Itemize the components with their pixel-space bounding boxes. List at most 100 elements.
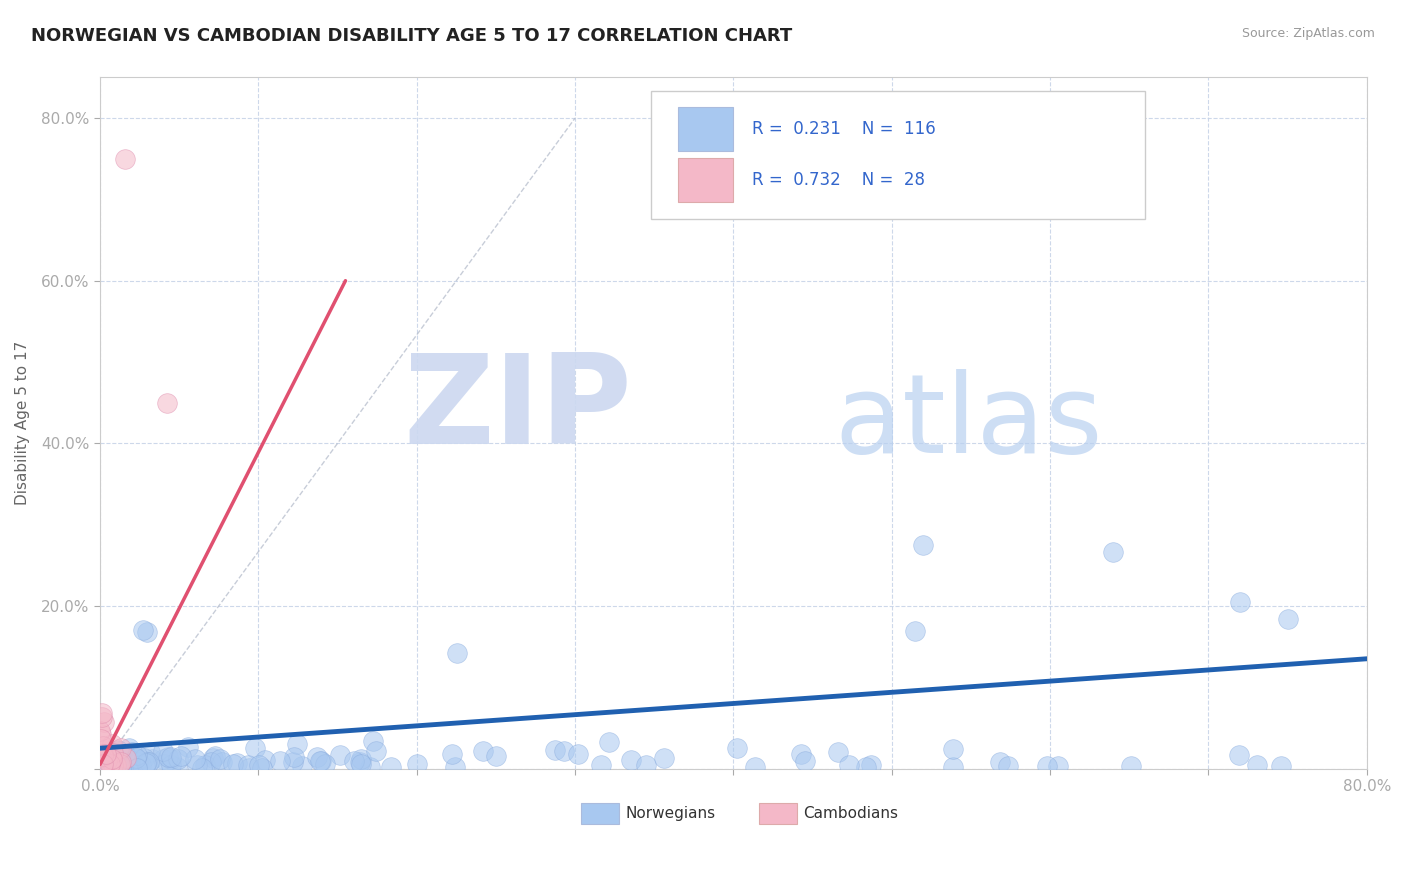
Point — [725, 741, 748, 756]
Point — [329, 747, 352, 762]
Point — [98, 757, 121, 772]
Point — [184, 752, 207, 766]
Point — [314, 757, 336, 772]
Point — [1046, 759, 1069, 773]
Point — [96, 760, 118, 774]
Point — [110, 741, 132, 756]
Point — [110, 757, 132, 772]
Point — [125, 747, 148, 762]
Point — [98, 757, 121, 772]
Point — [307, 750, 329, 764]
Point — [111, 761, 134, 775]
Point — [121, 745, 143, 759]
Point — [96, 754, 118, 768]
Point — [838, 758, 860, 772]
Point — [790, 747, 813, 762]
Text: Cambodians: Cambodians — [803, 806, 898, 821]
Point — [127, 752, 149, 766]
Point — [118, 756, 141, 771]
Point — [134, 750, 156, 764]
Point — [543, 743, 565, 757]
Point — [855, 759, 877, 773]
Point — [485, 748, 508, 763]
Point — [254, 753, 277, 767]
Point — [591, 758, 613, 772]
Point — [155, 395, 177, 409]
Text: Source: ZipAtlas.com: Source: ZipAtlas.com — [1241, 27, 1375, 40]
Point — [94, 747, 117, 761]
Point — [472, 744, 495, 758]
Point — [115, 751, 138, 765]
Point — [159, 752, 181, 766]
Point — [91, 747, 114, 762]
Point — [269, 754, 291, 768]
Point — [132, 623, 155, 637]
Point — [308, 754, 330, 768]
Point — [107, 744, 129, 758]
Bar — [759, 803, 797, 824]
Point — [103, 750, 125, 764]
Point — [139, 745, 162, 759]
Point — [620, 753, 643, 767]
Point — [152, 752, 174, 766]
Point — [104, 756, 127, 771]
Point — [91, 706, 114, 720]
Point — [942, 760, 965, 774]
Point — [114, 152, 136, 166]
Point — [794, 755, 817, 769]
Point — [359, 760, 381, 774]
Point — [238, 761, 260, 775]
Point — [567, 747, 589, 761]
Point — [406, 756, 429, 771]
Point — [988, 755, 1011, 769]
Point — [160, 750, 183, 764]
Point — [91, 757, 114, 772]
Point — [160, 757, 183, 772]
Point — [200, 756, 222, 770]
Point — [652, 751, 675, 765]
Point — [136, 755, 159, 769]
Point — [166, 760, 188, 774]
Point — [152, 744, 174, 758]
Point — [100, 754, 122, 768]
Text: R =  0.231    N =  116: R = 0.231 N = 116 — [752, 120, 936, 138]
Point — [177, 739, 200, 754]
Point — [110, 761, 132, 775]
Point — [252, 761, 274, 775]
Point — [247, 758, 270, 772]
Point — [1102, 545, 1125, 559]
Point — [350, 756, 373, 771]
Point — [138, 755, 160, 769]
Point — [440, 747, 463, 762]
Point — [636, 758, 658, 772]
Point — [243, 740, 266, 755]
Point — [1036, 758, 1059, 772]
Point — [208, 752, 231, 766]
Point — [114, 747, 136, 761]
Point — [93, 749, 115, 764]
Point — [444, 760, 467, 774]
Point — [127, 756, 149, 770]
Point — [90, 749, 112, 764]
Point — [343, 755, 366, 769]
Point — [942, 742, 965, 756]
Point — [135, 756, 157, 771]
Point — [103, 746, 125, 760]
Point — [363, 733, 385, 747]
Text: NORWEGIAN VS CAMBODIAN DISABILITY AGE 5 TO 17 CORRELATION CHART: NORWEGIAN VS CAMBODIAN DISABILITY AGE 5 … — [31, 27, 792, 45]
Point — [98, 756, 121, 771]
Point — [105, 757, 128, 772]
Point — [904, 624, 927, 638]
Point — [193, 758, 215, 772]
Point — [744, 759, 766, 773]
Point — [107, 743, 129, 757]
Point — [127, 755, 149, 769]
Text: Norwegians: Norwegians — [626, 806, 716, 821]
FancyBboxPatch shape — [678, 158, 734, 202]
Point — [349, 752, 371, 766]
Point — [204, 748, 226, 763]
Point — [1277, 612, 1299, 626]
Point — [127, 761, 149, 775]
Point — [349, 755, 371, 769]
Point — [91, 739, 114, 754]
